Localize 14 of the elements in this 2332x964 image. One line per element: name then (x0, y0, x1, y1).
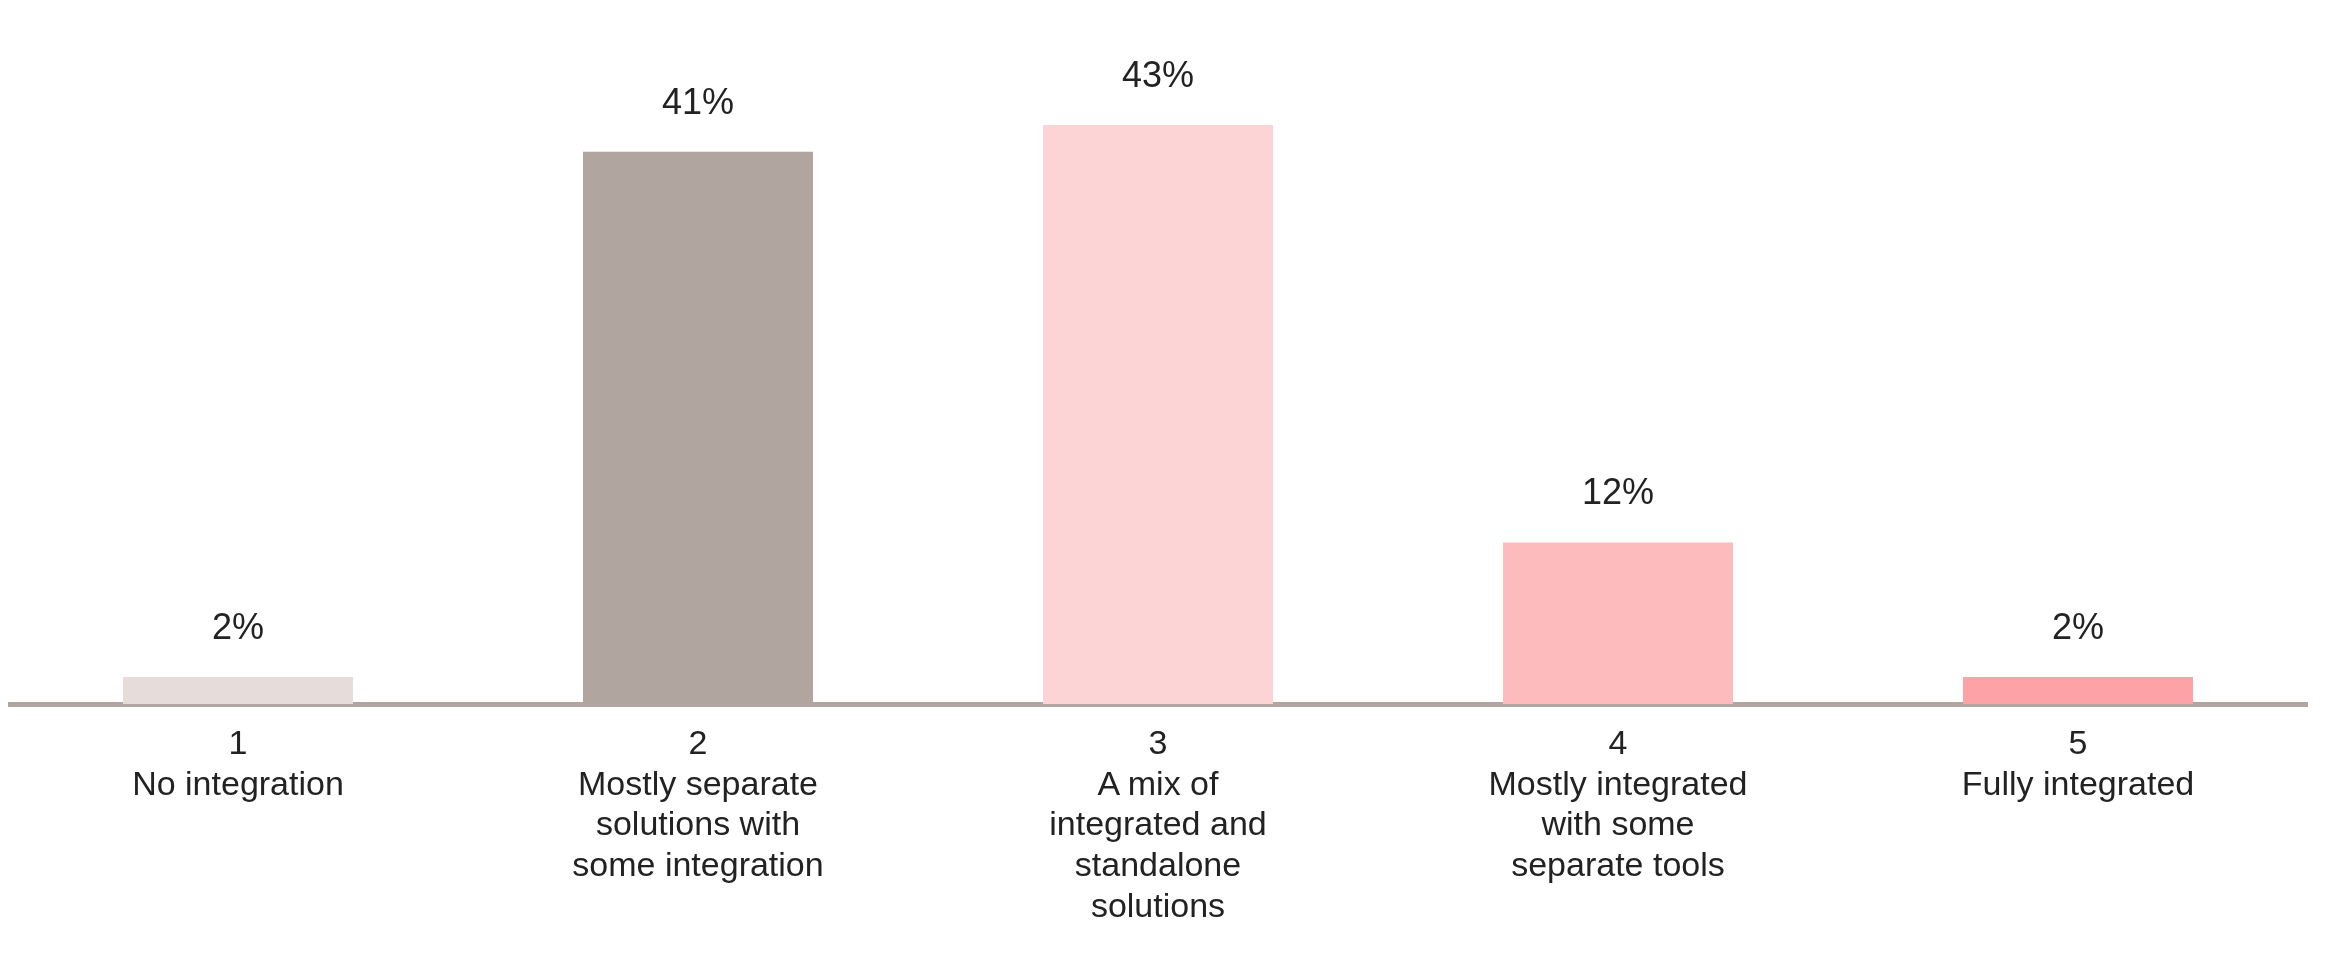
x-tick-label: 3 A mix of integrated and standalone solutions (1049, 722, 1267, 924)
data-label: 41% (661, 80, 735, 122)
data-label: 2% (211, 605, 265, 647)
data-label: 12% (1581, 471, 1655, 513)
bar (1043, 124, 1273, 704)
x-tick-label: 4 Mostly integrated with some separate tools (1488, 722, 1748, 884)
x-tick-label: 2 Mostly separate solutions with some integration (572, 722, 824, 884)
bar (1503, 542, 1733, 704)
x-tick-label: 5 Fully integrated (1961, 722, 2195, 802)
bar (123, 677, 353, 704)
data-label: 2% (2051, 605, 2105, 647)
data-label: 43% (1121, 53, 1195, 95)
bar (1963, 677, 2193, 704)
x-tick-label: 1 No integration (132, 722, 344, 802)
